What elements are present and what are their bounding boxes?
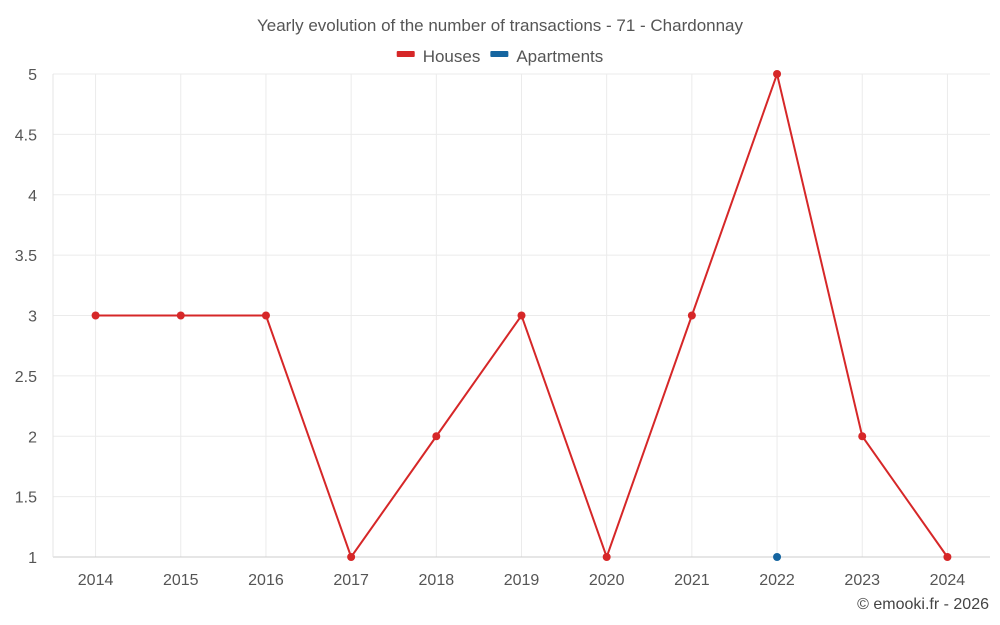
data-point[interactable] xyxy=(517,311,526,320)
footer-credit: © emooki.fr - 2026 xyxy=(857,596,989,613)
legend-item-houses[interactable]: Houses xyxy=(396,47,481,66)
y-tick-label: 5 xyxy=(28,67,37,84)
legend: Houses Apartments xyxy=(396,47,603,66)
data-point[interactable] xyxy=(858,432,867,441)
series-layer xyxy=(91,70,952,561)
data-point[interactable] xyxy=(687,311,696,320)
data-point[interactable] xyxy=(602,553,611,561)
y-tick-label: 1.5 xyxy=(15,490,37,507)
data-point[interactable] xyxy=(943,553,952,561)
y-tick-label: 4 xyxy=(28,188,37,205)
data-point[interactable] xyxy=(91,311,100,320)
legend-swatch xyxy=(396,51,415,57)
y-tick-label: 2 xyxy=(28,429,37,446)
x-tick-label: 2018 xyxy=(419,572,455,589)
data-point[interactable] xyxy=(347,553,356,561)
series-apartments xyxy=(773,553,782,561)
x-tick-label: 2020 xyxy=(589,572,625,589)
x-tick-label: 2016 xyxy=(248,572,284,589)
x-tick-label: 2023 xyxy=(844,572,880,589)
x-tick-label: 2021 xyxy=(674,572,710,589)
y-tick-label: 4.5 xyxy=(15,127,37,144)
legend-label: Houses xyxy=(423,47,481,66)
legend-item-apartments[interactable]: Apartments xyxy=(490,47,603,66)
y-tick-label: 2.5 xyxy=(15,369,37,386)
x-tick-label: 2022 xyxy=(759,572,795,589)
data-point[interactable] xyxy=(773,553,782,561)
x-tick-label: 2015 xyxy=(163,572,199,589)
y-tick-label: 3 xyxy=(28,309,37,326)
x-tick-label: 2024 xyxy=(930,572,966,589)
x-tick-label: 2014 xyxy=(78,572,114,589)
data-point[interactable] xyxy=(773,70,782,78)
chart-title: Yearly evolution of the number of transa… xyxy=(257,16,744,35)
x-tick-label: 2017 xyxy=(333,572,369,589)
data-point[interactable] xyxy=(432,432,441,441)
legend-label: Apartments xyxy=(516,47,603,66)
data-point[interactable] xyxy=(176,311,185,320)
y-tick-label: 1 xyxy=(28,550,37,567)
series-houses xyxy=(91,70,952,561)
x-tick-label: 2019 xyxy=(504,572,540,589)
y-tick-label: 3.5 xyxy=(15,248,37,265)
axes: 1 1.5 2 2.5 3 3.5 4 4.5 5 2014 2015 2016 2017 2018 201… xyxy=(15,67,990,589)
data-point[interactable] xyxy=(261,311,270,320)
legend-swatch xyxy=(490,51,509,57)
